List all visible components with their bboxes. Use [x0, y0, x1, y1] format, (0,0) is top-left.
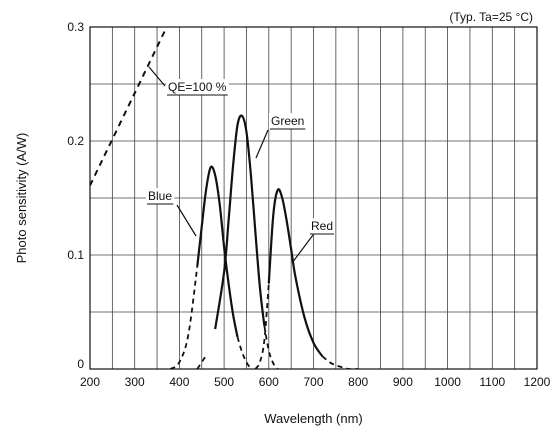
blue-label: Blue: [148, 189, 172, 203]
x-axis-label: Wavelength (nm): [264, 411, 363, 426]
green-label: Green: [271, 114, 304, 128]
red-line-tail-low: [254, 283, 270, 369]
x-tick-label: 700: [303, 375, 323, 389]
green-line-tail-high: [263, 325, 279, 369]
y-tick-label: 0.3: [67, 20, 84, 34]
qe-100-label: QE=100 %: [168, 80, 227, 94]
x-tick-label: 1000: [434, 375, 461, 389]
red-leader-line: [291, 234, 314, 264]
green-line-tail-low: [196, 354, 207, 369]
red-line-tail-high: [321, 355, 359, 369]
y-tick-label: 0: [77, 357, 84, 371]
x-tick-labels: 200 300 400 500 600 700 800 900 1000 1100 1200: [80, 375, 551, 389]
x-tick-label: 400: [169, 375, 189, 389]
x-tick-label: 200: [80, 375, 100, 389]
red-line: [267, 188, 324, 358]
curves: [90, 27, 359, 369]
blue-line-tail-low: [169, 266, 199, 369]
y-tick-label: 0.1: [67, 248, 84, 262]
green-label-bg: [269, 113, 307, 129]
y-tick-label: 0.2: [67, 134, 84, 148]
red-label: Red: [311, 219, 333, 233]
chart-note: (Typ. Ta=25 °C): [449, 10, 533, 24]
red-label-bg: [309, 218, 336, 234]
green-line: [214, 114, 266, 330]
x-tick-label: 800: [348, 375, 368, 389]
x-tick-label: 900: [393, 375, 413, 389]
blue-line-tail-high: [236, 336, 252, 369]
blue-label-bg: [146, 188, 175, 204]
x-tick-label: 500: [214, 375, 234, 389]
blue-line: [196, 165, 239, 338]
y-axis-label: Photo sensitivity (A/W): [14, 133, 29, 264]
x-tick-label: 1200: [524, 375, 551, 389]
y-tick-labels: 0 0.1 0.2 0.3: [67, 20, 84, 371]
x-tick-label: 1100: [479, 375, 505, 389]
green-leader-line: [255, 129, 269, 159]
plot-frame: [89, 26, 538, 370]
qe-100-leader-line: [148, 66, 166, 87]
x-tick-label: 300: [125, 375, 145, 389]
annotations: QE=100 % Green Blue Red: [146, 66, 336, 264]
qe-100-label-bg: [166, 79, 229, 95]
x-tick-label: 600: [259, 375, 279, 389]
blue-leader-line: [176, 204, 197, 237]
